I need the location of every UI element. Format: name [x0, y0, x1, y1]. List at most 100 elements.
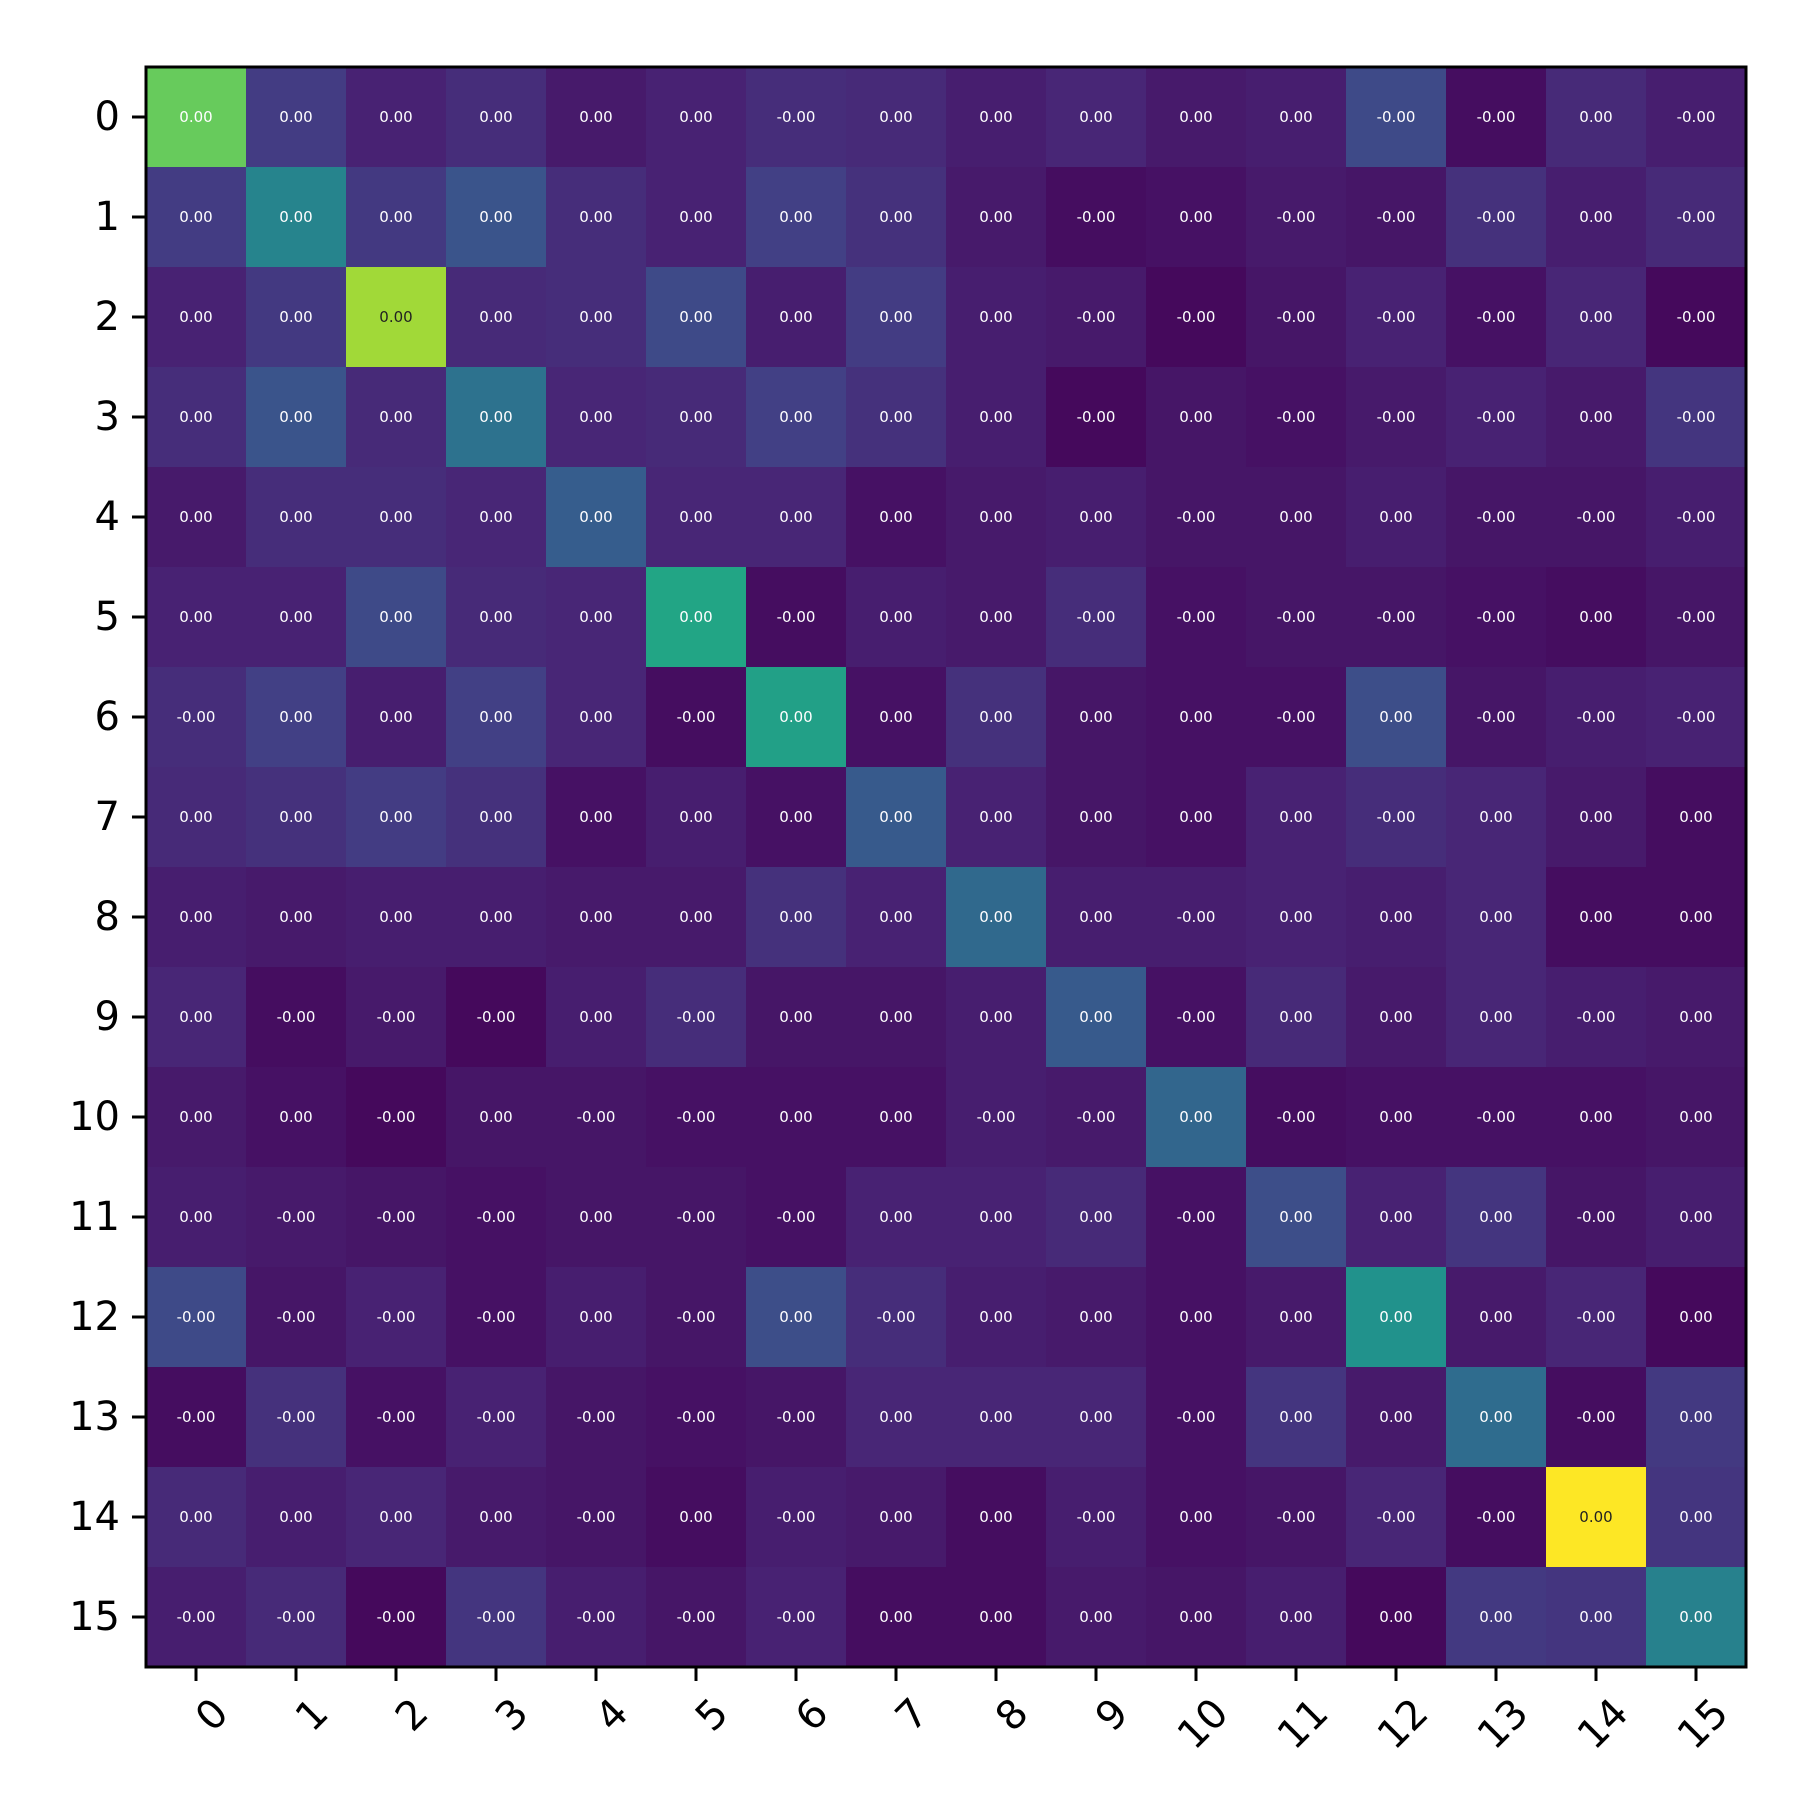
- heatmap-cell-7-4: [546, 767, 647, 868]
- cell-value-label-11-13: 0.00: [1479, 1208, 1512, 1226]
- cell-value-label-6-4: 0.00: [579, 708, 612, 726]
- heatmap-cell-14-10: [1146, 1467, 1247, 1568]
- cell-value-label-10-10: 0.00: [1179, 1108, 1212, 1126]
- heatmap-cell-5-14: [1546, 567, 1647, 668]
- heatmap-cell-13-9: [1046, 1367, 1147, 1468]
- x-tick-label-6: 6: [787, 1690, 838, 1741]
- cell-value-label-5-15: -0.00: [1677, 608, 1716, 626]
- cell-value-label-5-13: -0.00: [1477, 608, 1516, 626]
- heatmap-cell-12-6: [746, 1267, 847, 1368]
- heatmap-cell-9-1: [246, 967, 347, 1068]
- heatmap-cell-11-0: [146, 1167, 247, 1268]
- heatmap-cell-1-1: [246, 167, 347, 268]
- cell-value-label-12-2: -0.00: [377, 1308, 416, 1326]
- cell-value-label-14-0: 0.00: [179, 1508, 212, 1526]
- cell-value-label-14-11: -0.00: [1277, 1508, 1316, 1526]
- heatmap-cell-5-4: [546, 567, 647, 668]
- cell-value-label-2-11: -0.00: [1277, 308, 1316, 326]
- cell-value-label-3-2: 0.00: [379, 408, 412, 426]
- y-tick-label-0: 0: [95, 94, 120, 140]
- cell-value-label-4-11: 0.00: [1279, 508, 1312, 526]
- cell-value-label-8-8: 0.00: [979, 908, 1012, 926]
- heatmap-cell-5-0: [146, 567, 247, 668]
- heatmap-cell-2-9: [1046, 267, 1147, 368]
- cell-value-label-11-1: -0.00: [277, 1208, 316, 1226]
- heatmap-cell-8-14: [1546, 867, 1647, 968]
- heatmap-cell-0-2: [346, 67, 447, 168]
- heatmap-cell-1-4: [546, 167, 647, 268]
- heatmap-cell-11-7: [846, 1167, 947, 1268]
- heatmap-cell-10-14: [1546, 1067, 1647, 1168]
- cell-value-label-8-11: 0.00: [1279, 908, 1312, 926]
- heatmap-cell-6-8: [946, 667, 1047, 768]
- cell-value-label-13-15: 0.00: [1679, 1408, 1712, 1426]
- heatmap-cell-13-10: [1146, 1367, 1247, 1468]
- x-tick-label-1: 1: [287, 1690, 338, 1741]
- heatmap-cell-8-8: [946, 867, 1047, 968]
- cell-value-label-12-11: 0.00: [1279, 1308, 1312, 1326]
- heatmap-cell-4-12: [1346, 467, 1447, 568]
- cell-value-label-0-3: 0.00: [479, 108, 512, 126]
- heatmap-cell-8-5: [646, 867, 747, 968]
- cell-value-label-14-5: 0.00: [679, 1508, 712, 1526]
- heatmap-cell-14-14: [1546, 1467, 1647, 1568]
- y-tick-label-6: 6: [95, 694, 120, 740]
- heatmap-cell-0-5: [646, 67, 747, 168]
- cell-value-label-5-6: -0.00: [777, 608, 816, 626]
- heatmap-cell-6-13: [1446, 667, 1547, 768]
- cell-value-label-11-2: -0.00: [377, 1208, 416, 1226]
- cell-value-label-3-0: 0.00: [179, 408, 212, 426]
- heatmap-cell-11-1: [246, 1167, 347, 1268]
- x-tick-label-15: 15: [1669, 1690, 1738, 1759]
- cell-value-label-3-7: 0.00: [879, 408, 912, 426]
- heatmap-cell-13-1: [246, 1367, 347, 1468]
- heatmap-cell-4-7: [846, 467, 947, 568]
- cell-value-label-13-3: -0.00: [477, 1408, 516, 1426]
- heatmap-cell-0-14: [1546, 67, 1647, 168]
- cell-value-label-12-15: 0.00: [1679, 1308, 1712, 1326]
- heatmap-cell-0-10: [1146, 67, 1247, 168]
- heatmap-cell-15-15: [1646, 1567, 1747, 1668]
- cell-value-label-5-0: 0.00: [179, 608, 212, 626]
- cell-value-label-7-13: 0.00: [1479, 808, 1512, 826]
- cell-value-label-5-10: -0.00: [1177, 608, 1216, 626]
- cell-value-label-4-5: 0.00: [679, 508, 712, 526]
- cell-value-label-2-14: 0.00: [1579, 308, 1612, 326]
- cell-value-label-3-1: 0.00: [279, 408, 312, 426]
- heatmap-cell-8-15: [1646, 867, 1747, 968]
- cell-value-label-12-7: -0.00: [877, 1308, 916, 1326]
- heatmap-cell-4-8: [946, 467, 1047, 568]
- heatmap-cell-14-9: [1046, 1467, 1147, 1568]
- heatmap-cell-10-10: [1146, 1067, 1247, 1168]
- cell-value-label-3-13: -0.00: [1477, 408, 1516, 426]
- x-tick-label-2: 2: [387, 1690, 438, 1741]
- heatmap-cell-15-8: [946, 1567, 1047, 1668]
- heatmap-cell-13-3: [446, 1367, 547, 1468]
- cell-value-label-6-10: 0.00: [1179, 708, 1212, 726]
- x-tick-label-0: 0: [187, 1690, 238, 1741]
- heatmap-cell-9-0: [146, 967, 247, 1068]
- y-tick-label-13: 13: [69, 1394, 120, 1440]
- cell-value-label-15-9: 0.00: [1079, 1608, 1112, 1626]
- heatmap-cell-11-15: [1646, 1167, 1747, 1268]
- heatmap-cell-2-11: [1246, 267, 1347, 368]
- heatmap-cell-0-12: [1346, 67, 1447, 168]
- cell-value-label-5-7: 0.00: [879, 608, 912, 626]
- cell-value-label-10-1: 0.00: [279, 1108, 312, 1126]
- cell-value-label-9-12: 0.00: [1379, 1008, 1412, 1026]
- heatmap-cell-14-0: [146, 1467, 247, 1568]
- cell-value-label-14-3: 0.00: [479, 1508, 512, 1526]
- heatmap-cell-2-6: [746, 267, 847, 368]
- cell-value-label-9-8: 0.00: [979, 1008, 1012, 1026]
- y-tick-label-4: 4: [95, 494, 120, 540]
- heatmap-cell-3-13: [1446, 367, 1547, 468]
- heatmap-cell-2-0: [146, 267, 247, 368]
- heatmap-cell-14-5: [646, 1467, 747, 1568]
- heatmap-cell-14-12: [1346, 1467, 1447, 1568]
- cell-value-label-6-5: -0.00: [677, 708, 716, 726]
- heatmap-cell-10-1: [246, 1067, 347, 1168]
- cell-value-label-11-0: 0.00: [179, 1208, 212, 1226]
- cell-value-label-6-1: 0.00: [279, 708, 312, 726]
- heatmap-cell-10-9: [1046, 1067, 1147, 1168]
- cell-value-label-15-2: -0.00: [377, 1608, 416, 1626]
